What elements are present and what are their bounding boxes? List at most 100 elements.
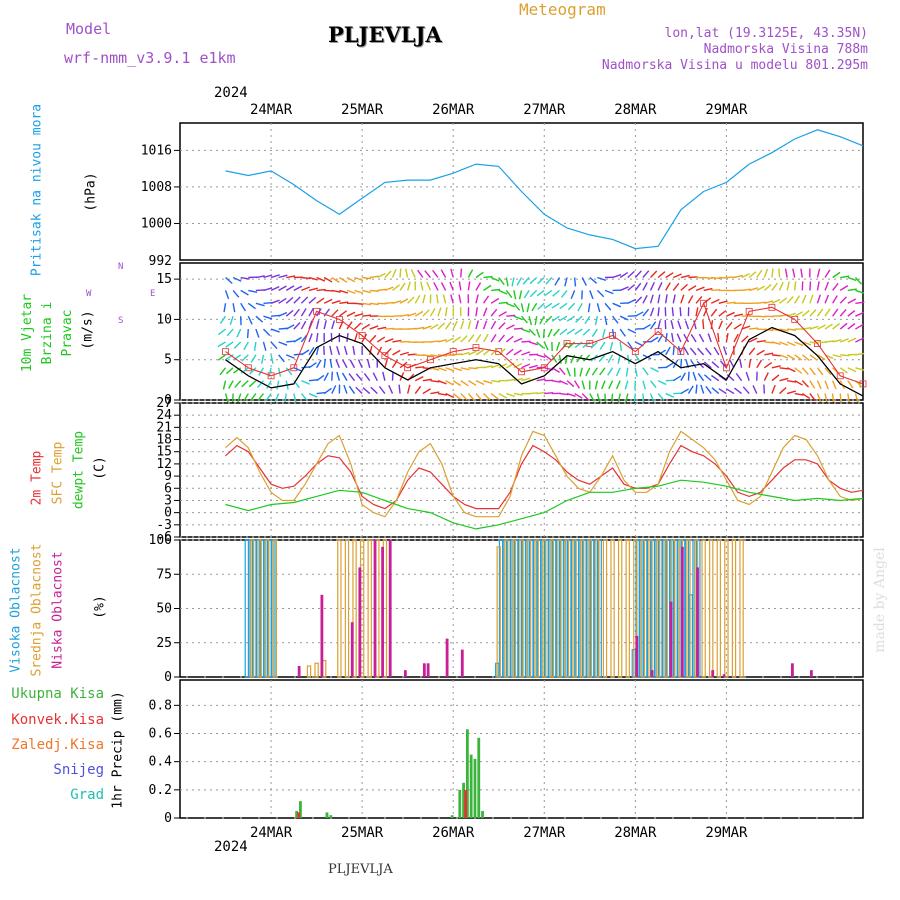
wind-arrow (542, 329, 545, 339)
wind-arrow (263, 315, 273, 320)
clouds-bar-mid_cloud (344, 539, 350, 678)
pressure-series-pressure-0 (225, 163, 750, 250)
wind-arrow (713, 346, 720, 356)
wind-arrow (855, 289, 865, 294)
wind-arrow (286, 340, 296, 343)
wind-arrow (574, 380, 580, 389)
wind-arrow (607, 354, 614, 364)
wind-arrow (627, 270, 635, 279)
wind-arrow (756, 269, 763, 278)
wind-arrow (531, 302, 538, 312)
wind-arrow (672, 375, 682, 382)
wind-arrow (422, 325, 432, 330)
legend-total-rain: Ukupna Kisa (11, 686, 104, 702)
wind-arrow (240, 302, 247, 312)
wind-arrow (560, 289, 568, 298)
clouds-bar-mid_cloud (249, 539, 255, 678)
wind-arrow (399, 298, 409, 304)
wind-arrow (657, 320, 661, 330)
clouds-bar-mid_cloud (272, 539, 278, 678)
wind-arrow (316, 391, 326, 395)
wind-arrow (285, 296, 294, 304)
wind-arrow (520, 303, 525, 313)
xtick-bottom-label-1: 25MAR (341, 825, 384, 841)
wind-arrow (771, 365, 781, 369)
wind-arrow (784, 268, 788, 278)
low-cloud-label: Niska Oblacnost (50, 551, 66, 669)
wind-arrow (265, 393, 272, 402)
wind-arrow (343, 346, 348, 356)
wind-arrow (308, 276, 318, 281)
wind-arrow (816, 393, 822, 403)
wind-arrow (855, 337, 864, 343)
wind-arrow (552, 289, 560, 297)
wind-arrow (779, 297, 788, 304)
wind-arrow (354, 276, 364, 282)
wind-arrow (498, 363, 508, 369)
wind-arrow (278, 354, 285, 363)
wind-arrow (581, 277, 587, 286)
wind-arrow (422, 388, 431, 395)
wind-arrow (436, 294, 439, 304)
sfc-temp-label: SFC Temp (50, 441, 66, 505)
wind-arrow (293, 353, 303, 356)
clouds-bar-mid_cloud (314, 662, 319, 678)
wind-arrow (460, 351, 470, 356)
wind-arrow (551, 379, 561, 383)
wind-arrow (370, 386, 378, 395)
wind-arrow (551, 354, 558, 363)
wind-arrow (505, 289, 513, 298)
wind-arrow (657, 307, 660, 317)
clouds-bar-mid_cloud (265, 539, 270, 678)
wind-arrow (566, 380, 575, 388)
wind-arrow (308, 287, 318, 292)
wind-arrow (229, 315, 234, 325)
wind-arrow (794, 295, 801, 304)
wind-arrow (482, 307, 488, 317)
wind-arrow (627, 328, 637, 334)
wind-arrow (323, 276, 333, 283)
wind-arrow (619, 286, 629, 292)
wind-arrow (729, 359, 735, 369)
clouds-bar-low_cloud (426, 663, 430, 677)
wind-arrow (657, 294, 661, 304)
wind-arrow (756, 328, 766, 331)
clouds-bar-mid_cloud (337, 539, 342, 678)
wind-arrow (794, 341, 804, 347)
wind-arrow (357, 359, 363, 369)
wind-arrow (627, 298, 637, 304)
wind-arrow (665, 282, 671, 291)
wind-arrow (498, 392, 507, 399)
wind-arrow (665, 272, 674, 279)
wind-arrow (490, 320, 497, 330)
wind-arrow (809, 367, 816, 376)
wind-arrow (475, 366, 485, 369)
temperature-ytick-label-1: -3 (156, 518, 172, 533)
wind-arrow (786, 354, 796, 361)
xtick-bottom-label-2: 26MAR (432, 825, 475, 841)
wind-arrow (285, 309, 294, 317)
wind-arrow (225, 341, 234, 348)
wind-arrow (528, 328, 536, 336)
wind-arrow (816, 294, 821, 304)
wind-arrow (566, 367, 571, 377)
wind-arrow (847, 288, 857, 292)
wind-arrow (779, 328, 789, 332)
wind-gust-marker (290, 364, 298, 372)
xtick-bottom-label-5: 29MAR (705, 825, 748, 841)
precipitation-bar-total_precip (450, 815, 454, 818)
wind-arrow (490, 276, 500, 282)
wind-arrow (573, 277, 577, 287)
wind-arrow (270, 328, 280, 333)
wind-arrow (506, 378, 516, 382)
wind-arrow (816, 308, 824, 317)
wind-arrow (430, 340, 440, 343)
clouds-bar-low_cloud (373, 540, 377, 677)
wind-arrow (316, 276, 326, 282)
wind-arrow (308, 346, 315, 356)
clouds-ytick-label-4: 100 (149, 533, 172, 548)
wind-arrow (420, 281, 424, 291)
wind-arrow (625, 367, 629, 377)
wind-arrow (384, 270, 392, 278)
wind-arrow (392, 339, 402, 343)
